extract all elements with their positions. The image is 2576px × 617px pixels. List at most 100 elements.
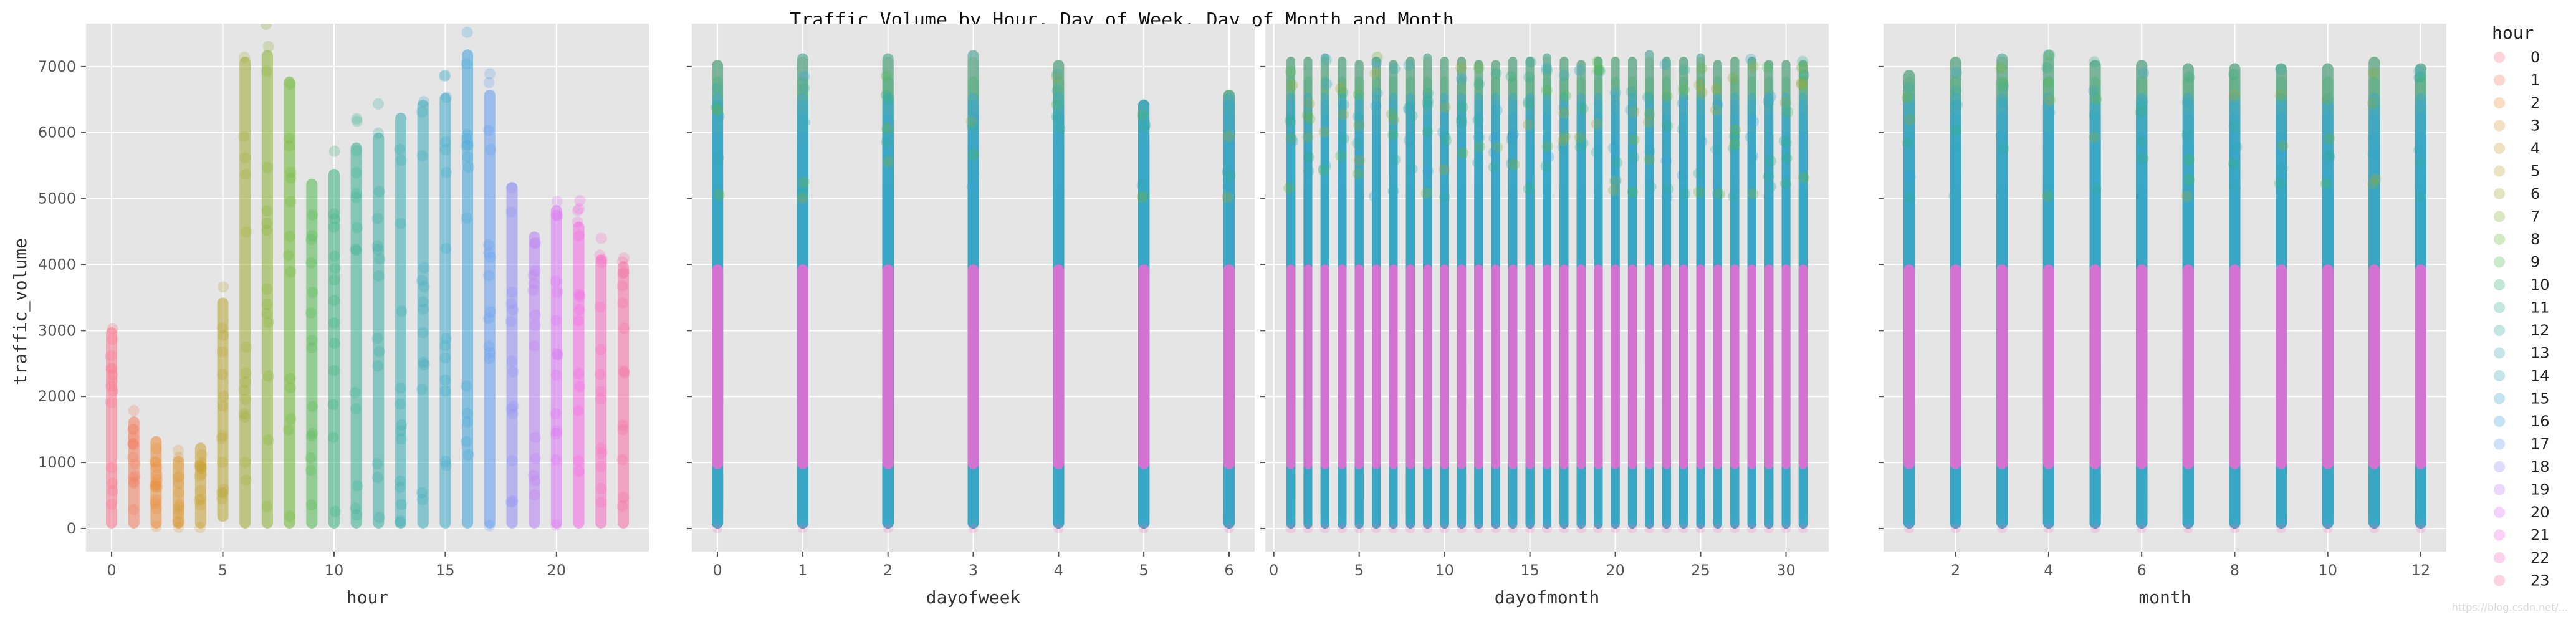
scatter-band [1594, 93, 1603, 529]
scatter-point [216, 487, 227, 499]
scatter-band [1903, 93, 1915, 529]
scatter-band [1405, 469, 1415, 519]
scatter-point [305, 234, 317, 246]
scatter-point [417, 327, 429, 338]
scatter-band [1354, 112, 1364, 529]
legend-marker [2494, 302, 2505, 313]
scatter-point [1645, 181, 1657, 193]
scatter-band [2089, 112, 2101, 529]
scatter-point [371, 333, 383, 345]
scatter-band [1440, 469, 1449, 519]
scatter-band [1223, 469, 1235, 519]
scatter-band [2276, 356, 2287, 502]
scatter-band [1389, 469, 1398, 519]
scatter-band [2276, 178, 2287, 529]
scatter-point [239, 408, 251, 419]
scatter-band [882, 185, 894, 410]
scatter-point [196, 468, 208, 480]
scatter-point [1904, 113, 1916, 125]
scatter-point [1137, 109, 1149, 121]
scatter-band [1713, 132, 1722, 529]
scatter-point [1525, 56, 1537, 68]
scatter-band [1781, 469, 1791, 519]
x-axis-label: month [2138, 587, 2191, 608]
scatter-band [1543, 469, 1551, 519]
scatter-band [1491, 264, 1500, 469]
scatter-band [1303, 469, 1313, 519]
scatter-band [1594, 469, 1603, 519]
scatter-point [617, 419, 629, 431]
scatter-band [1405, 185, 1415, 410]
scatter-point [150, 442, 162, 454]
scatter-band [2415, 93, 2426, 529]
scatter-band [1286, 469, 1296, 519]
legend-marker [2494, 97, 2505, 108]
scatter-point [482, 239, 494, 251]
scatter-band [967, 142, 979, 529]
scatter-band [1543, 178, 1551, 529]
scatter-band [1457, 168, 1467, 529]
scatter-point [417, 296, 429, 308]
scatter-band [1525, 132, 1535, 529]
scatter-band [1338, 112, 1347, 529]
scatter-band [797, 264, 808, 469]
scatter-band [2368, 469, 2380, 519]
scatter-point [618, 365, 630, 377]
scatter-band [1525, 469, 1535, 519]
scatter-band [2229, 469, 2241, 519]
scatter-band [2042, 185, 2054, 410]
scatter-band [1611, 142, 1620, 529]
scatter-point [1051, 98, 1063, 110]
scatter-point [283, 424, 295, 436]
scatter-point [618, 367, 630, 379]
scatter-band [1747, 185, 1756, 410]
scatter-band [1223, 132, 1235, 529]
scatter-band [2415, 76, 2426, 529]
scatter-point [1473, 78, 1485, 90]
scatter-point [552, 210, 563, 222]
scatter-band [1223, 264, 1235, 469]
scatter-band [1730, 185, 1740, 410]
scatter-band [882, 168, 894, 529]
scatter-band [2089, 60, 2101, 529]
scatter-point [798, 82, 810, 94]
scatter-band [1662, 264, 1671, 469]
scatter-point [371, 213, 383, 224]
scatter-band [1389, 469, 1398, 519]
scatter-band [1696, 185, 1705, 410]
scatter-band [1457, 264, 1467, 469]
scatter-point [350, 188, 362, 199]
scatter-point [396, 305, 408, 317]
scatter-band [1645, 469, 1654, 519]
scatter-point [127, 423, 139, 435]
scatter-point [616, 280, 628, 292]
scatter-band [1543, 142, 1551, 529]
scatter-band [1611, 185, 1620, 410]
scatter-band [1474, 112, 1483, 529]
scatter-band [1996, 56, 2008, 529]
scatter-point [351, 222, 363, 234]
scatter-band [1457, 469, 1467, 519]
scatter-band [1491, 76, 1500, 529]
legend-marker [2494, 552, 2505, 563]
scatter-band [1338, 469, 1347, 519]
scatter-band [1372, 264, 1381, 469]
scatter-point [1695, 523, 1706, 533]
scatter-band [1440, 142, 1449, 529]
scatter-band [2042, 356, 2054, 502]
scatter-band [1594, 469, 1603, 519]
scatter-band [1525, 264, 1535, 469]
legend-entry: 19 [2494, 481, 2550, 499]
scatter-point [107, 477, 118, 489]
scatter-band [2276, 63, 2287, 529]
scatter-band [1662, 178, 1671, 529]
scatter-point [573, 230, 585, 242]
scatter-band [1405, 469, 1415, 519]
scatter-band [1730, 185, 1740, 410]
scatter-point [573, 466, 585, 477]
scatter-band [1645, 50, 1654, 529]
scatter-band [2042, 49, 2054, 529]
scatter-band [2042, 469, 2054, 519]
scatter-band [1320, 99, 1329, 529]
scatter-band [2182, 185, 2194, 410]
